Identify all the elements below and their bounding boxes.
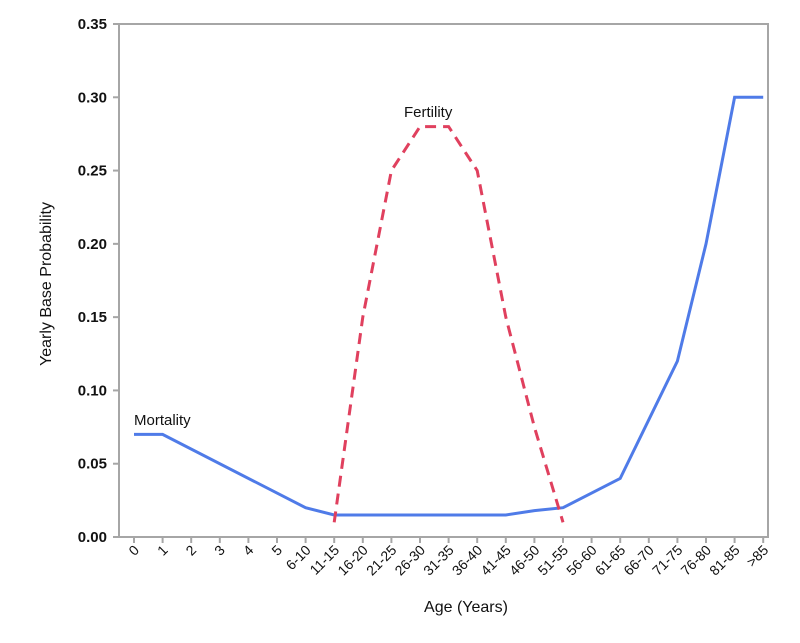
x-tick-label: 4 (240, 542, 257, 559)
x-tick-label: 81-85 (706, 542, 743, 579)
x-tick-label: 76-80 (677, 542, 714, 579)
y-tick-label: 0.00 (78, 529, 107, 546)
mortality-series-line (134, 95, 764, 517)
fertility-series-line (332, 125, 565, 523)
x-tick-label: 71-75 (649, 542, 686, 579)
y-tick-label: 0.15 (78, 309, 107, 326)
y-tick-label: 0.20 (78, 236, 107, 253)
y-tick-label: 0.30 (78, 89, 107, 106)
series-lines (134, 95, 764, 523)
x-tick-label: >85 (743, 542, 771, 570)
x-axis-title: Age (Years) (424, 599, 508, 616)
x-tick-label: 46-50 (506, 542, 543, 579)
x-tick-label: 56-60 (563, 542, 600, 579)
mortality-label: Mortality (134, 412, 191, 429)
x-tick-label: 5 (268, 542, 285, 559)
x-tick-label: 61-65 (592, 542, 629, 579)
x-tick-label: 1 (154, 542, 171, 559)
x-tick-label: 0 (125, 542, 142, 559)
plot-frame (118, 23, 769, 538)
y-tick-label: 0.25 (78, 163, 107, 180)
y-tick-label: 0.10 (78, 382, 107, 399)
y-axis-ticks: 0.00 0.05 0.10 0.15 0.20 0.25 0.30 0.35 (78, 16, 119, 546)
fertility-label: Fertility (404, 104, 453, 121)
y-axis-title: Yearly Base Probability (38, 202, 55, 366)
x-tick-label: 66-70 (620, 542, 657, 579)
x-axis-ticks: 0 1 2 3 4 56-1011-1516-2021-2526-3031-3536-40… (125, 537, 771, 578)
y-tick-label: 0.05 (78, 456, 107, 473)
x-tick-label: 3 (211, 542, 228, 559)
x-tick-label: 11-15 (306, 542, 342, 578)
x-tick-label: 51-55 (534, 542, 571, 579)
x-tick-label: 16-20 (334, 542, 371, 579)
x-tick-label: 36-40 (449, 542, 486, 579)
x-tick-label: 2 (182, 542, 199, 559)
y-tick-label: 0.35 (78, 16, 107, 33)
x-tick-label: 31-35 (420, 542, 457, 579)
x-tick-label: 26-30 (391, 542, 428, 579)
x-tick-label: 21-25 (363, 542, 400, 579)
x-tick-label: 41-45 (477, 542, 514, 579)
